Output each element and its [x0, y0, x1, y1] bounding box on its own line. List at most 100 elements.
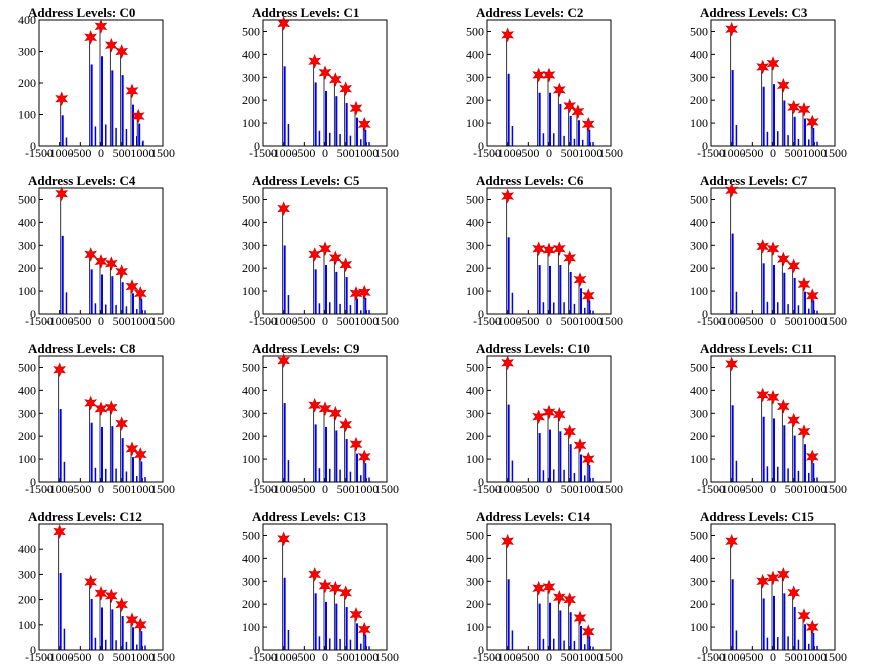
- y-tick-label: 200: [690, 261, 708, 275]
- histogram-bar: [588, 464, 591, 482]
- y-tick-label: 200: [242, 429, 260, 443]
- peak-marker-star: [725, 356, 739, 372]
- histogram-bar-minor: [136, 644, 138, 650]
- y-tick-label: 0: [478, 643, 484, 657]
- peak-marker-star: [339, 585, 353, 601]
- histogram-bar: [325, 91, 327, 146]
- histogram-bar-minor: [339, 303, 341, 314]
- x-tick-label: -500: [69, 314, 91, 328]
- histogram-bar: [314, 82, 317, 146]
- x-tick-label: -1000: [718, 650, 746, 664]
- histogram-bar: [283, 577, 286, 650]
- histogram-bar-minor: [511, 460, 514, 482]
- x-tick-label: -1000: [46, 482, 74, 496]
- histogram-bar-minor: [287, 460, 290, 482]
- chart-title: Address Levels: C11: [700, 341, 813, 356]
- histogram-bar: [762, 86, 765, 146]
- x-tick-label: -1500: [249, 650, 277, 664]
- chart-title: Address Levels: C13: [252, 509, 366, 524]
- histogram-bar-minor: [797, 470, 800, 482]
- peak-marker-star: [542, 579, 556, 595]
- y-tick-label: 500: [690, 360, 708, 374]
- peak-marker-star: [573, 610, 587, 626]
- histogram-bar-minor: [797, 305, 800, 314]
- histogram-bar: [61, 115, 64, 146]
- histogram-bar-minor: [329, 132, 331, 146]
- histogram-bar-minor: [553, 469, 555, 482]
- y-tick-label: 500: [466, 192, 484, 206]
- peak-marker-star: [805, 114, 819, 130]
- chart-title: Address Levels: C0: [28, 5, 135, 20]
- peak-marker-star: [797, 102, 811, 117]
- x-tick-label: 500: [785, 146, 803, 160]
- histogram-bar-minor: [573, 138, 576, 146]
- x-tick-label: 1000: [354, 482, 378, 496]
- x-tick-label: -500: [69, 650, 91, 664]
- histogram-bar: [140, 298, 143, 314]
- histogram-bar: [783, 425, 786, 482]
- x-tick-label: 1500: [599, 650, 623, 664]
- y-tick-label: 200: [18, 76, 36, 90]
- histogram-bar-minor: [136, 309, 138, 314]
- peak-marker-star: [84, 395, 98, 411]
- histogram-bar: [345, 103, 348, 146]
- y-tick-label: 200: [242, 597, 260, 611]
- peak-marker-star: [797, 276, 811, 292]
- histogram-bar: [140, 461, 143, 482]
- histogram-bar: [59, 573, 62, 650]
- peak-marker-star: [571, 104, 585, 119]
- histogram-bar: [111, 609, 114, 650]
- histogram-bar-minor: [115, 127, 117, 146]
- y-tick-label: 400: [242, 215, 260, 229]
- histogram-bar-minor: [115, 468, 117, 482]
- peak-marker-star: [84, 29, 98, 45]
- y-tick-label: 300: [18, 406, 36, 420]
- x-tick-label: -1500: [697, 314, 725, 328]
- histogram-bar: [580, 454, 582, 482]
- x-tick-label: 1000: [130, 314, 154, 328]
- peak-marker-star: [357, 622, 371, 637]
- peak-marker-star: [501, 533, 515, 549]
- chart-panel: Address Levels: C70100200300400500-1500-…: [690, 173, 847, 328]
- histogram-bar: [793, 116, 796, 146]
- x-tick-label: 0: [98, 482, 104, 496]
- histogram-bar-minor: [329, 302, 331, 314]
- histogram-bar-minor: [360, 475, 362, 482]
- x-tick-label: -500: [69, 146, 91, 160]
- peak-marker-star: [787, 99, 801, 115]
- histogram-bar-minor: [553, 302, 555, 314]
- x-tick-label: -500: [69, 482, 91, 496]
- y-tick-label: 400: [690, 47, 708, 61]
- x-tick-label: -500: [517, 146, 539, 160]
- histogram-bar-minor: [511, 126, 514, 146]
- y-tick-label: 0: [254, 643, 260, 657]
- histogram-bar-minor: [360, 139, 362, 146]
- peak-marker-star: [133, 447, 147, 462]
- histogram-bar: [804, 118, 806, 146]
- y-tick-label: 0: [702, 643, 708, 657]
- peak-marker-star: [277, 201, 291, 216]
- peak-marker-star: [133, 617, 147, 633]
- histogram-bar: [335, 271, 338, 314]
- chart-panel: Address Levels: C40100200300400500-1500-…: [18, 173, 175, 328]
- x-tick-label: 500: [561, 650, 579, 664]
- histogram-bar: [140, 631, 143, 650]
- chart-panel: Address Levels: C13 0 100 200 300 400 500 -1500…: [242, 509, 399, 664]
- histogram-bar-minor: [511, 630, 514, 650]
- peak-marker-star: [542, 242, 556, 258]
- x-tick-label: -1500: [249, 482, 277, 496]
- x-tick-label: -1000: [46, 146, 74, 160]
- x-tick-label: 1500: [375, 482, 399, 496]
- peak-marker-star: [104, 400, 118, 415]
- x-tick-label: 0: [546, 650, 552, 664]
- peak-marker-star: [357, 284, 371, 300]
- y-tick-label: 500: [18, 360, 36, 374]
- y-tick-label: 500: [242, 24, 260, 38]
- peak-marker-star: [104, 588, 118, 604]
- y-tick-label: 300: [466, 574, 484, 588]
- histogram-bar: [549, 429, 551, 482]
- peak-marker-star: [94, 585, 108, 601]
- y-tick-label: 400: [690, 551, 708, 565]
- x-tick-label: -1000: [494, 650, 522, 664]
- y-tick-label: 200: [466, 429, 484, 443]
